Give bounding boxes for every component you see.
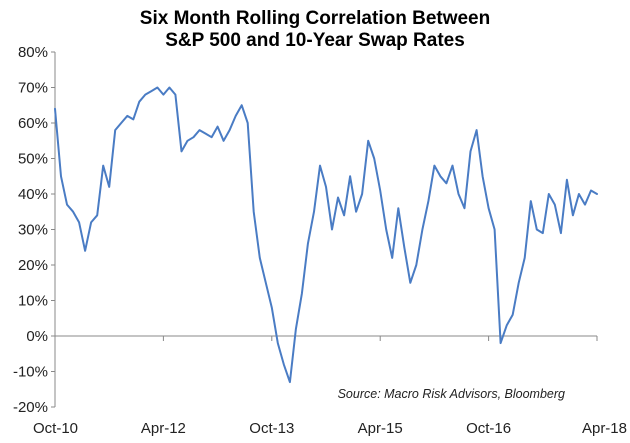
source-note: Source: Macro Risk Advisors, Bloomberg bbox=[338, 387, 565, 401]
x-tick-label: Oct-13 bbox=[249, 420, 294, 437]
series-group bbox=[54, 86, 598, 384]
y-tick-label: 50% bbox=[18, 151, 48, 168]
x-tick-label: Apr-18 bbox=[582, 420, 627, 437]
y-axis: -20% -10% 0% 10% 20% 30% 40% 50% 60% 70% 80% bbox=[13, 44, 56, 416]
y-tick-label: 10% bbox=[18, 293, 48, 310]
y-tick-label: 20% bbox=[18, 257, 48, 274]
y-tick-label: -10% bbox=[13, 364, 48, 381]
y-tick-label: 30% bbox=[18, 222, 48, 239]
series-line bbox=[54, 86, 598, 384]
x-tick-label: Apr-12 bbox=[141, 420, 186, 437]
x-tick-label: Oct-16 bbox=[466, 420, 511, 437]
y-tick-label: 0% bbox=[26, 328, 48, 345]
y-tick-label: 60% bbox=[18, 115, 48, 132]
y-tick-label: 70% bbox=[18, 80, 48, 97]
x-tick-label: Oct-10 bbox=[33, 420, 78, 437]
y-tick-label: 80% bbox=[18, 44, 48, 61]
y-tick-label: -20% bbox=[13, 399, 48, 416]
chart-title-line-2: S&P 500 and 10-Year Swap Rates bbox=[165, 30, 465, 51]
x-axis: Oct-10 Apr-12 Oct-13 Apr-15 Oct-16 Apr-18 bbox=[33, 335, 627, 437]
chart-title-line-1: Six Month Rolling Correlation Between bbox=[140, 8, 490, 29]
y-tick-label: 40% bbox=[18, 186, 48, 203]
x-tick-label: Apr-15 bbox=[358, 420, 403, 437]
